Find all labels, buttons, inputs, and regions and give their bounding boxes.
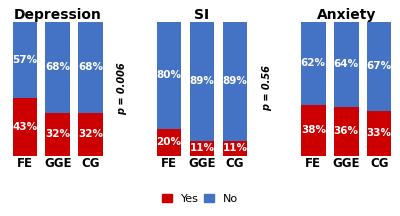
Text: 68%: 68% — [45, 62, 70, 72]
Bar — [301, 105, 326, 156]
Bar — [157, 22, 182, 129]
Bar — [222, 22, 247, 141]
Bar — [78, 113, 103, 156]
Text: 11%: 11% — [190, 143, 214, 153]
Text: p = 0.006: p = 0.006 — [118, 62, 128, 115]
Bar — [12, 98, 37, 156]
Bar — [46, 113, 70, 156]
Bar — [46, 22, 70, 113]
Text: 68%: 68% — [78, 62, 103, 72]
Legend: Yes, No: Yes, No — [158, 189, 242, 208]
Text: 33%: 33% — [367, 129, 392, 138]
Text: 64%: 64% — [334, 59, 359, 70]
Bar — [78, 22, 103, 113]
Title: Depression: Depression — [14, 8, 102, 22]
Text: 43%: 43% — [12, 122, 38, 132]
Bar — [190, 22, 214, 141]
Text: 62%: 62% — [301, 58, 326, 68]
Bar — [190, 141, 214, 156]
Text: 36%: 36% — [334, 126, 359, 137]
Bar — [367, 111, 392, 156]
Text: 80%: 80% — [157, 70, 182, 80]
Text: 67%: 67% — [366, 62, 392, 71]
Bar — [301, 22, 326, 105]
Bar — [157, 129, 182, 156]
Bar — [334, 22, 358, 107]
Bar — [222, 141, 247, 156]
Text: 57%: 57% — [12, 55, 38, 65]
Text: 20%: 20% — [157, 137, 182, 147]
Title: Anxiety: Anxiety — [316, 8, 376, 22]
Text: 89%: 89% — [190, 76, 214, 86]
Bar — [367, 22, 392, 111]
Bar — [12, 22, 37, 98]
Text: 38%: 38% — [301, 125, 326, 135]
Text: 11%: 11% — [222, 143, 247, 153]
Bar — [334, 107, 358, 156]
Text: 32%: 32% — [78, 129, 103, 139]
Text: 32%: 32% — [45, 129, 70, 139]
Text: 89%: 89% — [222, 76, 247, 86]
Title: SI: SI — [194, 8, 210, 22]
Text: p = 0.56: p = 0.56 — [262, 66, 272, 111]
